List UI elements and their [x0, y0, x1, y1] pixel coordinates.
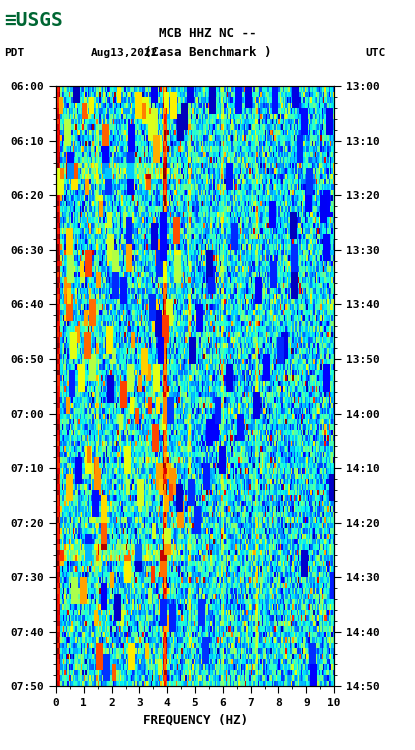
Text: ≡USGS: ≡USGS — [4, 11, 63, 30]
Text: Aug13,2022: Aug13,2022 — [91, 47, 159, 58]
X-axis label: FREQUENCY (HZ): FREQUENCY (HZ) — [142, 713, 248, 727]
Text: UTC: UTC — [365, 47, 386, 58]
Text: (Casa Benchmark ): (Casa Benchmark ) — [144, 46, 271, 59]
Text: PDT: PDT — [4, 47, 24, 58]
Text: MCB HHZ NC --: MCB HHZ NC -- — [159, 27, 256, 40]
